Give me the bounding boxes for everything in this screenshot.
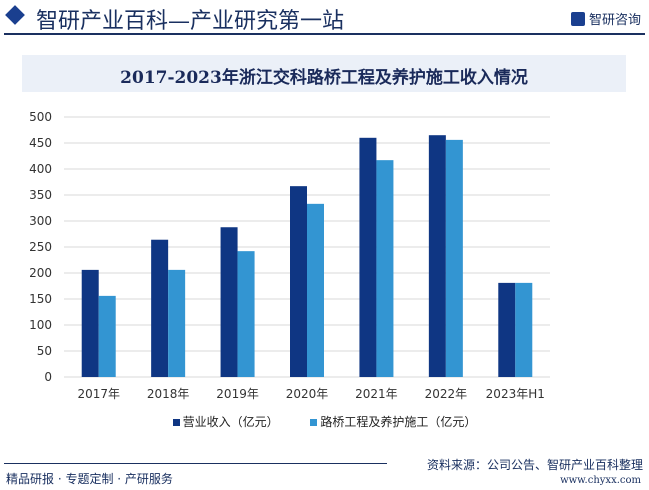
y-tick-label: 50 xyxy=(37,344,52,358)
y-tick-label: 100 xyxy=(29,318,52,332)
divider xyxy=(4,33,645,35)
x-tick-label: 2020年 xyxy=(286,387,329,401)
logo-icon xyxy=(570,12,585,26)
y-tick-label: 300 xyxy=(29,214,52,228)
x-tick-label: 2018年 xyxy=(147,387,190,401)
y-tick-label: 250 xyxy=(29,240,52,254)
chart-title-box: 2017-2023年浙江交科路桥工程及养护施工收入情况 xyxy=(22,55,626,92)
site-title: 智研产业百科—产业研究第一站 xyxy=(36,9,345,34)
footer-divider xyxy=(4,463,387,464)
y-tick-label: 450 xyxy=(29,136,52,150)
y-tick-label: 200 xyxy=(29,266,52,280)
bar xyxy=(290,186,307,377)
legend-swatch xyxy=(310,419,318,426)
legend-swatch xyxy=(172,419,180,426)
bar xyxy=(515,282,533,377)
x-tick-label: 2023年H1 xyxy=(486,387,545,401)
source-note: 资料来源：公司公告、智研产业百科整理 xyxy=(426,458,643,472)
bar xyxy=(307,203,324,377)
footer-url: www.chyxx.com xyxy=(560,475,641,486)
bar xyxy=(151,239,169,377)
y-tick-label: 0 xyxy=(44,370,52,384)
x-tick-label: 2022年 xyxy=(425,387,468,401)
bar xyxy=(237,251,255,377)
bar xyxy=(445,139,463,377)
bar xyxy=(81,269,99,377)
bar xyxy=(98,295,116,377)
bar xyxy=(376,160,394,377)
y-tick-label: 500 xyxy=(29,110,52,124)
x-tick-label: 2019年 xyxy=(216,387,259,401)
y-tick-label: 150 xyxy=(29,292,52,306)
legend-item-revenue: 营业收入（亿元） xyxy=(172,415,279,429)
bar xyxy=(498,282,516,377)
bar xyxy=(428,135,446,377)
x-tick-label: 2021年 xyxy=(355,387,398,401)
bar xyxy=(168,269,186,377)
y-tick-label: 350 xyxy=(29,188,52,202)
bar xyxy=(359,137,377,377)
y-tick-label: 400 xyxy=(29,162,52,176)
brand-name: 智研咨询 xyxy=(588,13,641,28)
legend-item-road: 路桥工程及养护施工（亿元） xyxy=(310,415,476,429)
x-tick-label: 2017年 xyxy=(77,387,120,401)
footer-slogan: 精品研报 · 专题定制 · 产研服务 xyxy=(6,472,173,486)
legend-label: 营业收入（亿元） xyxy=(182,415,279,429)
brand-logo: 智研咨询 xyxy=(570,9,641,28)
legend-label: 路桥工程及养护施工（亿元） xyxy=(320,415,477,429)
header: 智研产业百科—产业研究第一站 智研咨询 xyxy=(0,0,649,34)
bar-chart: 0 50 100 150 200 250 300 350 400 450 500 2017年 2018年… xyxy=(29,110,550,401)
bar xyxy=(220,227,238,377)
legend: 营业收入（亿元） 路桥工程及养护施工（亿元） xyxy=(0,413,649,430)
chart-title: 2017-2023年浙江交科路桥工程及养护施工收入情况 xyxy=(120,68,528,88)
